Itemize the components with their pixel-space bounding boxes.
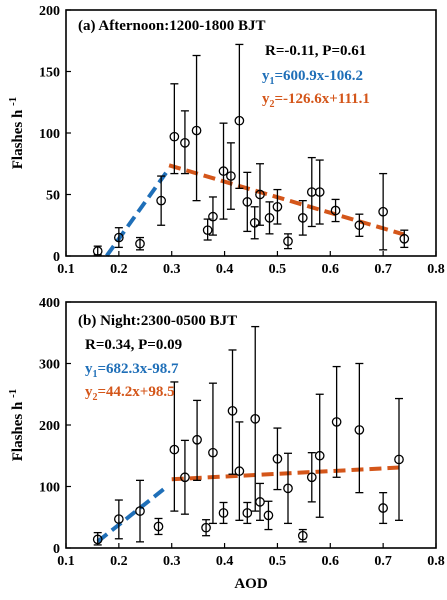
data-point-night xyxy=(114,514,124,524)
data-point-night xyxy=(272,453,283,464)
fit-line-1-afternoon xyxy=(105,167,171,257)
y-tick-label-afternoon: 100 xyxy=(39,127,60,142)
plot-area-afternoon: 0.1 0.2 0.3 0.4 0.5 0.6 0.7 0.8 0 50 100 150 200 xyxy=(39,4,445,277)
x-tick-label-night: 0.3 xyxy=(163,554,181,569)
panel-night: 0.1 0.2 0.3 0.4 0.5 0.6 0.7 0.8 0 100 200 300 400 (b… xyxy=(7,296,445,592)
data-point-night xyxy=(153,521,164,532)
x-tick-label-afternoon: 0.2 xyxy=(110,262,128,277)
y-tick-label-night: 200 xyxy=(39,419,60,434)
x-tick-label-afternoon: 0.7 xyxy=(374,262,392,277)
axes-frame-afternoon xyxy=(65,9,437,257)
y-tick-label-night: 300 xyxy=(39,358,60,373)
data-point-afternoon xyxy=(191,125,202,136)
x-axis-label: AOD xyxy=(234,576,268,592)
data-point-night xyxy=(135,506,145,516)
x-tick-label-night: 0.1 xyxy=(57,554,75,569)
x-tick-label-night: 0.2 xyxy=(110,554,128,569)
data-point-afternoon xyxy=(180,137,190,148)
data-point-afternoon xyxy=(208,211,218,222)
y-tick-label-night: 400 xyxy=(39,296,60,311)
data-point-afternoon xyxy=(255,189,265,200)
x-tick-label-afternoon: 0.4 xyxy=(216,262,234,277)
data-point-night xyxy=(242,508,253,518)
y-tick-label-afternoon: 150 xyxy=(39,66,60,81)
y-axis-label-afternoon: Flashes h -1 xyxy=(7,97,26,170)
data-point-night xyxy=(331,417,342,427)
data-point-afternoon xyxy=(330,205,341,216)
data-point-night xyxy=(169,444,180,455)
x-tick-label-night: 0.4 xyxy=(216,554,234,569)
data-point-afternoon xyxy=(202,225,213,236)
data-point-afternoon xyxy=(242,197,253,207)
x-tick-label-afternoon: 0.8 xyxy=(427,262,445,277)
data-point-afternoon xyxy=(218,166,229,176)
y-tick-label-afternoon: 50 xyxy=(46,189,60,204)
data-point-afternoon xyxy=(297,213,308,223)
stats-afternoon: R=-0.11, P=0.61 xyxy=(265,43,366,59)
data-point-night xyxy=(180,472,190,483)
data-point-night xyxy=(255,497,265,507)
data-point-night xyxy=(234,466,245,476)
data-point-afternoon xyxy=(234,115,245,126)
data-point-afternoon xyxy=(378,206,388,217)
x-tick-label-afternoon: 0.6 xyxy=(322,262,340,277)
fit-eq-2-afternoon: y2=-126.6x+111.1 xyxy=(262,91,370,110)
y-tick-label-night: 100 xyxy=(39,481,60,496)
y-axis-label-night: Flashes h -1 xyxy=(7,389,26,462)
panel-afternoon: 0.1 0.2 0.3 0.4 0.5 0.6 0.7 0.8 0 50 100 150 200 (a)… xyxy=(7,4,445,277)
fit-line-2-afternoon xyxy=(168,163,405,237)
data-point-night xyxy=(297,530,308,541)
y-tick-label-afternoon: 200 xyxy=(39,4,60,19)
panel-title-afternoon: (a) Afternoon:1200-1800 BJT xyxy=(78,18,266,34)
fit-eq-1-night: y1=682.3x-98.7 xyxy=(85,361,179,380)
data-point-afternoon xyxy=(169,131,180,142)
data-point-afternoon xyxy=(249,217,260,228)
data-point-afternoon xyxy=(135,238,145,249)
data-point-afternoon xyxy=(226,171,236,181)
data-point-afternoon xyxy=(399,233,410,244)
fit-eq-1-afternoon: y1=600.9x-106.2 xyxy=(262,68,363,87)
data-point-afternoon xyxy=(264,213,275,223)
panel-title-night: (b) Night:2300-0500 BJT xyxy=(78,313,237,329)
data-point-afternoon xyxy=(314,187,325,197)
fit-line-1-night xyxy=(96,487,166,544)
data-point-night xyxy=(378,503,388,513)
data-point-night xyxy=(263,510,274,521)
data-point-afternoon xyxy=(283,236,293,247)
data-point-night xyxy=(394,454,404,465)
x-tick-label-afternoon: 0.5 xyxy=(269,262,287,277)
y-tick-label-afternoon: 0 xyxy=(53,250,60,265)
data-point-night xyxy=(92,534,103,545)
data-point-night xyxy=(218,508,229,518)
x-tick-label-night: 0.6 xyxy=(322,554,340,569)
y-tick-label-night: 0 xyxy=(53,542,60,557)
x-tick-label-night: 0.8 xyxy=(427,554,445,569)
data-point-night xyxy=(250,413,261,424)
x-tick-label-night: 0.5 xyxy=(269,554,287,569)
fit-eq-2-night: y2=44.2x+98.5 xyxy=(85,384,175,403)
data-point-night xyxy=(208,447,218,458)
x-tick-label-afternoon: 0.1 xyxy=(57,262,75,277)
data-point-night xyxy=(283,483,293,494)
data-point-night xyxy=(192,434,202,445)
data-point-afternoon xyxy=(272,201,283,212)
plot-area-night: 0.1 0.2 0.3 0.4 0.5 0.6 0.7 0.8 0 100 200 300 400 xyxy=(39,296,445,569)
data-point-night xyxy=(227,406,238,416)
stats-night: R=0.34, P=0.09 xyxy=(85,337,182,353)
data-point-night xyxy=(354,425,365,435)
data-point-night xyxy=(306,472,317,483)
data-point-night xyxy=(201,522,211,533)
x-tick-label-night: 0.7 xyxy=(374,554,392,569)
data-point-afternoon xyxy=(114,232,124,243)
data-point-night xyxy=(314,450,325,461)
data-point-afternoon xyxy=(354,220,365,231)
x-tick-label-afternoon: 0.3 xyxy=(163,262,181,277)
axes-frame-night xyxy=(65,301,437,549)
data-point-afternoon xyxy=(156,195,166,206)
